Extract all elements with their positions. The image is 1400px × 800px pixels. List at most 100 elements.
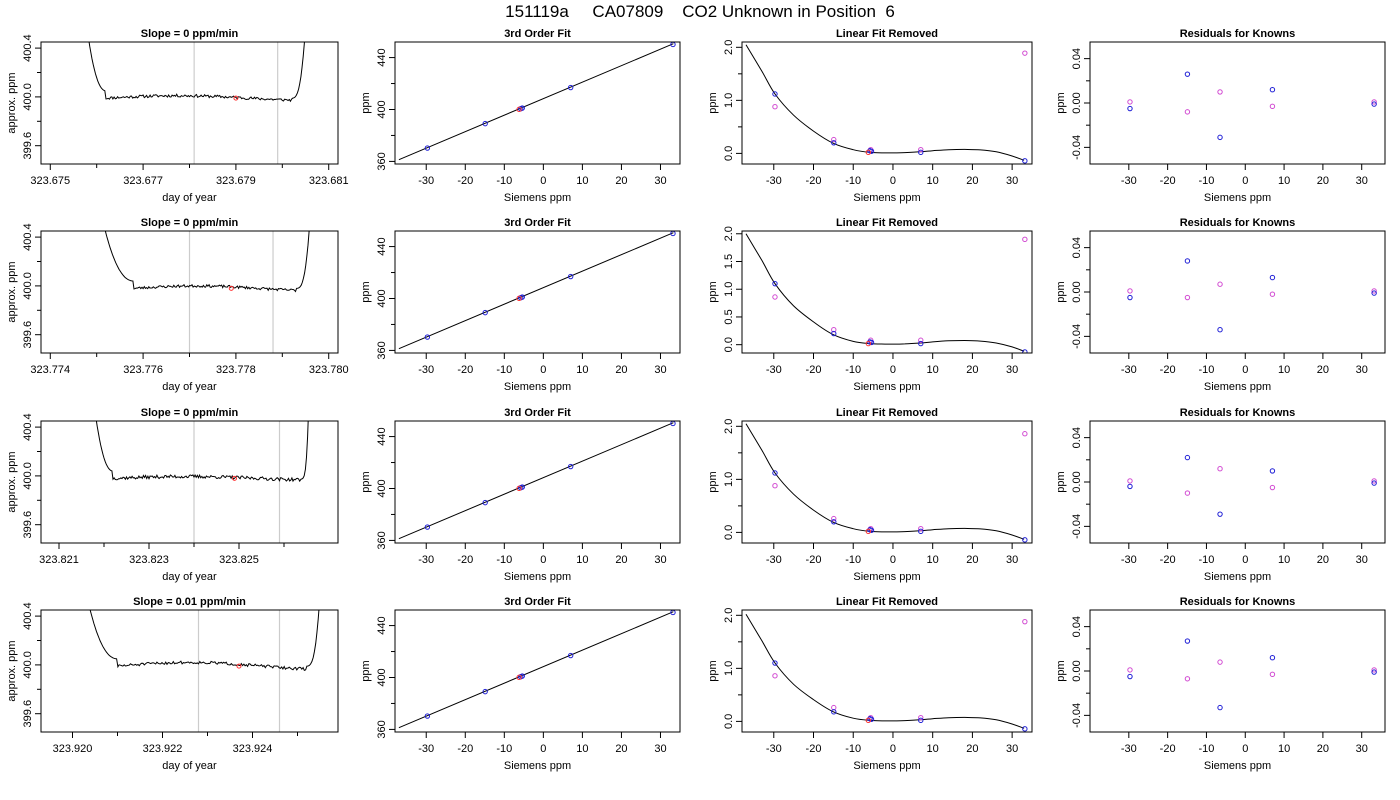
- y-tick-label: 2.0: [723, 226, 735, 241]
- flagged-point: [1022, 618, 1028, 625]
- y-tick-label: 2.0: [723, 419, 735, 434]
- panel-title: 3rd Order Fit: [504, 407, 571, 419]
- x-tick-label: 10: [1278, 743, 1290, 755]
- flagged-point: [772, 294, 778, 300]
- unknown-marker: [233, 95, 239, 101]
- known-point: [1269, 274, 1276, 281]
- flagged-point: [1371, 478, 1377, 484]
- known-point: [482, 120, 488, 127]
- x-tick-label: 0: [1242, 364, 1248, 376]
- y-tick-label: 0.0: [723, 146, 735, 161]
- y-axis-label: ppm: [1055, 281, 1067, 302]
- plot-frame: [394, 609, 681, 733]
- flagged-point: [918, 146, 924, 153]
- y-tick-label: 0.04: [1071, 237, 1083, 258]
- x-tick-label: 30: [654, 175, 666, 187]
- known-point: [918, 528, 924, 535]
- x-tick-label: 323.922: [143, 743, 183, 755]
- y-tick-label: 0.0: [723, 525, 735, 540]
- x-tick-label: -10: [1198, 175, 1214, 187]
- x-tick-label: -10: [496, 554, 512, 566]
- x-tick-label: 323.920: [53, 743, 93, 755]
- x-tick-label: 20: [615, 364, 627, 376]
- panel-title: Slope = 0 ppm/min: [141, 217, 239, 229]
- y-axis-label: approx. ppm: [6, 72, 18, 133]
- x-tick-label: -20: [457, 554, 473, 566]
- panel-title: Residuals for Knowns: [1180, 407, 1296, 419]
- x-tick-label: -30: [418, 743, 434, 755]
- panel-3-3: Linear Fit Removed -30 -20 -10 0 10 20 30 0.0 1.0…: [707, 407, 1033, 583]
- plot-frame: [40, 41, 339, 165]
- x-tick-label: 323.679: [216, 175, 256, 187]
- y-tick-label: 0.5: [723, 309, 735, 324]
- y-axis-label: ppm: [1055, 92, 1067, 113]
- plot-area: [1127, 638, 1377, 711]
- known-point: [831, 140, 837, 146]
- y-tick-label: 400.4: [22, 223, 34, 251]
- known-point: [1184, 454, 1191, 461]
- unknown-point: [516, 295, 522, 302]
- known-point: [567, 273, 574, 280]
- known-point: [1022, 537, 1028, 543]
- y-tick-label: 360: [376, 531, 388, 549]
- flagged-point: [1184, 490, 1191, 496]
- figure-title: 151119a CA07809 CO2 Unknown in Position …: [505, 2, 895, 21]
- x-axis-label: day of year: [162, 760, 217, 772]
- known-point: [1184, 638, 1191, 644]
- panel-4-4: Residuals for Knowns -30 -20 -10 0 10 20 30 -0.0…: [1055, 596, 1386, 772]
- y-tick-label: 400.0: [22, 272, 34, 300]
- known-point: [424, 334, 431, 340]
- x-tick-label: 0: [1242, 743, 1248, 755]
- known-point: [772, 91, 778, 97]
- x-tick-label: -10: [845, 554, 861, 566]
- plot-area: [398, 42, 676, 161]
- known-point: [424, 145, 431, 151]
- known-point: [772, 470, 778, 476]
- x-tick-label: 323.823: [129, 554, 169, 566]
- flagged-point: [772, 673, 778, 679]
- x-tick-label: 0: [890, 743, 896, 755]
- unknown-point: [865, 340, 872, 347]
- x-tick-label: -20: [1160, 554, 1176, 566]
- y-tick-label: 360: [376, 341, 388, 359]
- y-axis-label: ppm: [1055, 471, 1067, 492]
- known-point: [519, 484, 525, 490]
- plot-frame: [1089, 230, 1386, 354]
- known-point: [868, 339, 875, 346]
- x-tick-label: 20: [1317, 554, 1329, 566]
- x-tick-label: 10: [576, 175, 588, 187]
- x-tick-label: 10: [1278, 175, 1290, 187]
- x-axis-label: Siemens ppm: [853, 381, 920, 393]
- known-point: [831, 709, 837, 715]
- x-tick-label: 323.774: [30, 364, 70, 376]
- y-tick-label: 400.4: [22, 34, 34, 62]
- x-tick-label: 0: [890, 175, 896, 187]
- known-point: [1127, 673, 1133, 680]
- panel-title: 3rd Order Fit: [504, 217, 571, 229]
- y-tick-label: -0.04: [1071, 514, 1083, 539]
- plot-area: [1127, 71, 1377, 141]
- y-tick-label: 0.00: [1071, 92, 1083, 113]
- x-tick-label: 0: [890, 364, 896, 376]
- x-tick-label: 323.825: [219, 554, 259, 566]
- x-tick-label: -20: [806, 364, 822, 376]
- flagged-point: [918, 525, 924, 532]
- flagged-point: [1127, 288, 1133, 294]
- x-tick-label: 10: [927, 364, 939, 376]
- known-point: [1371, 480, 1377, 486]
- panel-title: Slope = 0 ppm/min: [141, 407, 239, 419]
- fit-line: [398, 422, 674, 540]
- x-tick-label: 20: [966, 743, 978, 755]
- x-tick-label: 20: [1317, 364, 1329, 376]
- x-tick-label: -10: [845, 743, 861, 755]
- unknown-point: [865, 149, 872, 156]
- x-tick-label: -30: [1121, 364, 1137, 376]
- known-point: [831, 519, 837, 525]
- plot-area: [88, 42, 305, 103]
- fit-curve: [745, 423, 1025, 540]
- known-point: [918, 717, 924, 724]
- x-tick-label: -20: [457, 175, 473, 187]
- x-tick-label: 0: [540, 175, 546, 187]
- y-tick-label: 440: [376, 427, 388, 445]
- x-tick-label: 20: [615, 554, 627, 566]
